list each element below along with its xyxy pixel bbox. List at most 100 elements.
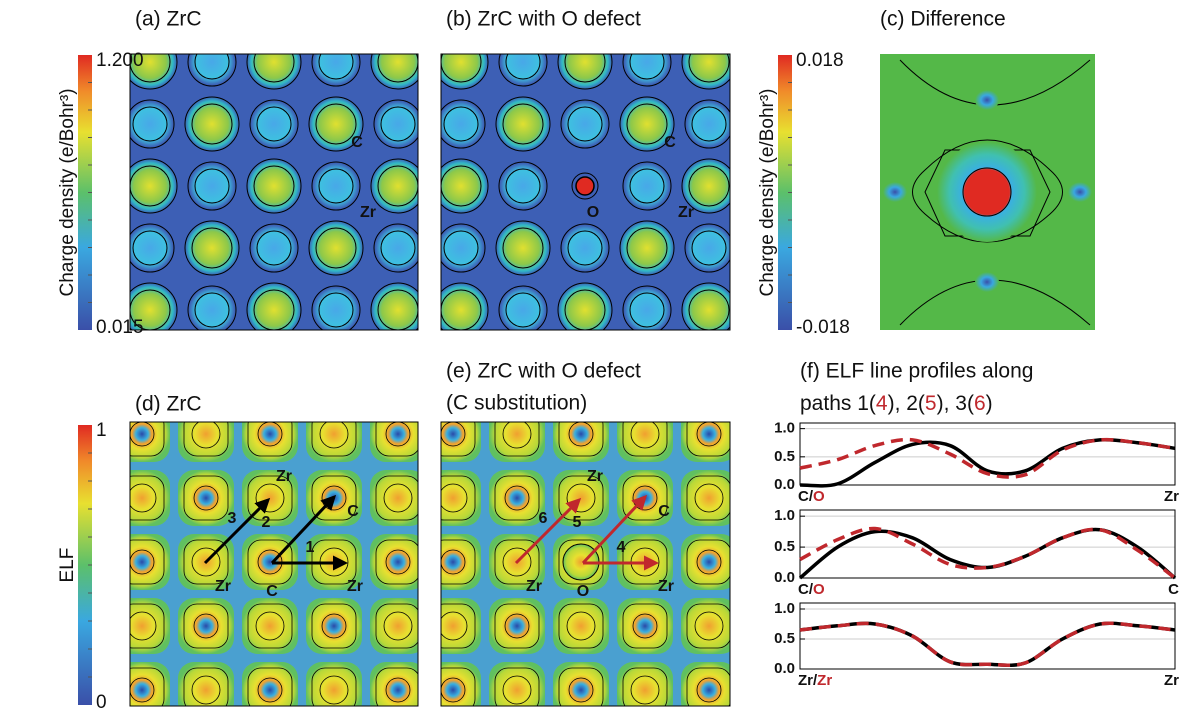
atom bbox=[247, 54, 301, 89]
atom bbox=[500, 287, 546, 330]
colorbar bbox=[78, 425, 92, 705]
panel-title: (a) ZrC bbox=[135, 8, 202, 31]
contour bbox=[505, 54, 541, 80]
contour bbox=[130, 603, 165, 649]
atom bbox=[247, 159, 301, 213]
y-tick-label: 0.0 bbox=[774, 569, 795, 586]
contour bbox=[370, 158, 418, 214]
y-tick-label: 0.5 bbox=[774, 538, 795, 555]
atom bbox=[313, 163, 359, 209]
colorbar-min: 0.015 bbox=[96, 317, 144, 338]
map-frame bbox=[129, 53, 419, 331]
contour bbox=[321, 613, 347, 639]
profile-line bbox=[799, 437, 1176, 479]
y-tick-label: 1.0 bbox=[774, 600, 795, 617]
contour bbox=[441, 223, 486, 273]
contour bbox=[962, 167, 1012, 217]
contour bbox=[130, 611, 157, 641]
y-tick-label: 0.5 bbox=[774, 630, 795, 647]
atom-label: C bbox=[664, 134, 676, 151]
contour bbox=[385, 677, 411, 703]
contour bbox=[130, 475, 165, 521]
atom bbox=[375, 225, 418, 271]
contour bbox=[191, 547, 221, 577]
cell bbox=[617, 422, 673, 462]
contour bbox=[253, 165, 295, 207]
contour bbox=[441, 158, 489, 214]
contour bbox=[696, 677, 722, 703]
y-tick-label: 1.0 bbox=[774, 507, 795, 524]
x-start-label-part: O bbox=[813, 581, 825, 598]
contour bbox=[441, 611, 468, 641]
contour bbox=[315, 227, 357, 269]
contour bbox=[130, 165, 171, 207]
contour bbox=[377, 54, 418, 83]
atom bbox=[496, 221, 550, 275]
contour bbox=[441, 165, 482, 207]
contour bbox=[255, 611, 285, 641]
map-frame bbox=[129, 421, 419, 707]
map-frame bbox=[440, 53, 731, 331]
contour bbox=[318, 168, 354, 204]
panel-title-part: 5 bbox=[925, 392, 937, 415]
x-start-label: C/O bbox=[798, 488, 825, 505]
contour bbox=[247, 475, 293, 521]
panel-title: paths 1(4), 2(5), 3(6) bbox=[800, 392, 993, 415]
contour bbox=[629, 168, 665, 204]
contour bbox=[557, 54, 613, 90]
atom bbox=[130, 225, 173, 271]
contour bbox=[257, 422, 283, 447]
contour bbox=[319, 675, 349, 705]
cell bbox=[130, 598, 170, 654]
cell bbox=[242, 534, 298, 590]
atom bbox=[686, 101, 730, 147]
contour bbox=[246, 158, 302, 214]
cell bbox=[370, 470, 418, 526]
contour bbox=[191, 227, 233, 269]
contour bbox=[912, 139, 1063, 243]
contour bbox=[494, 667, 540, 706]
contour bbox=[375, 539, 418, 585]
colorbar-label: Charge density (e/Bohr³) bbox=[757, 88, 778, 296]
cell bbox=[553, 422, 609, 462]
contour bbox=[443, 230, 479, 266]
arrow-label: 3 bbox=[228, 510, 237, 527]
cell bbox=[370, 422, 418, 462]
colorbar-label: ELF bbox=[57, 548, 78, 583]
contour bbox=[315, 103, 357, 145]
plot-frame bbox=[799, 422, 1176, 486]
elf-map bbox=[130, 422, 418, 706]
contour bbox=[498, 54, 548, 87]
contour bbox=[375, 422, 418, 457]
contour bbox=[560, 99, 610, 149]
atom bbox=[624, 54, 670, 85]
panel-title-part: 6 bbox=[974, 392, 986, 415]
contour bbox=[130, 289, 171, 330]
contour bbox=[441, 282, 489, 330]
atom bbox=[624, 163, 670, 209]
contour bbox=[375, 667, 418, 706]
atom bbox=[251, 225, 297, 271]
contour bbox=[193, 613, 219, 639]
blob bbox=[883, 182, 907, 202]
cell bbox=[242, 662, 298, 706]
elf-map bbox=[441, 422, 730, 706]
contour bbox=[558, 603, 604, 649]
contour bbox=[622, 54, 672, 87]
contour bbox=[247, 603, 293, 649]
panel-title: (f) ELF line profiles along bbox=[800, 360, 1033, 383]
contour bbox=[622, 667, 668, 706]
panel-title-part: ), 3( bbox=[937, 392, 974, 415]
colorbar-min: 0 bbox=[96, 692, 107, 710]
atom bbox=[562, 225, 608, 271]
atom bbox=[620, 97, 674, 151]
atom bbox=[441, 225, 484, 271]
atom-label: Zr bbox=[276, 468, 292, 485]
cell bbox=[617, 662, 673, 706]
contour bbox=[502, 103, 544, 145]
cell bbox=[178, 598, 234, 654]
contour bbox=[630, 422, 660, 449]
cell bbox=[441, 534, 481, 590]
panel-title-part: ) bbox=[986, 392, 993, 415]
contour bbox=[566, 611, 596, 641]
